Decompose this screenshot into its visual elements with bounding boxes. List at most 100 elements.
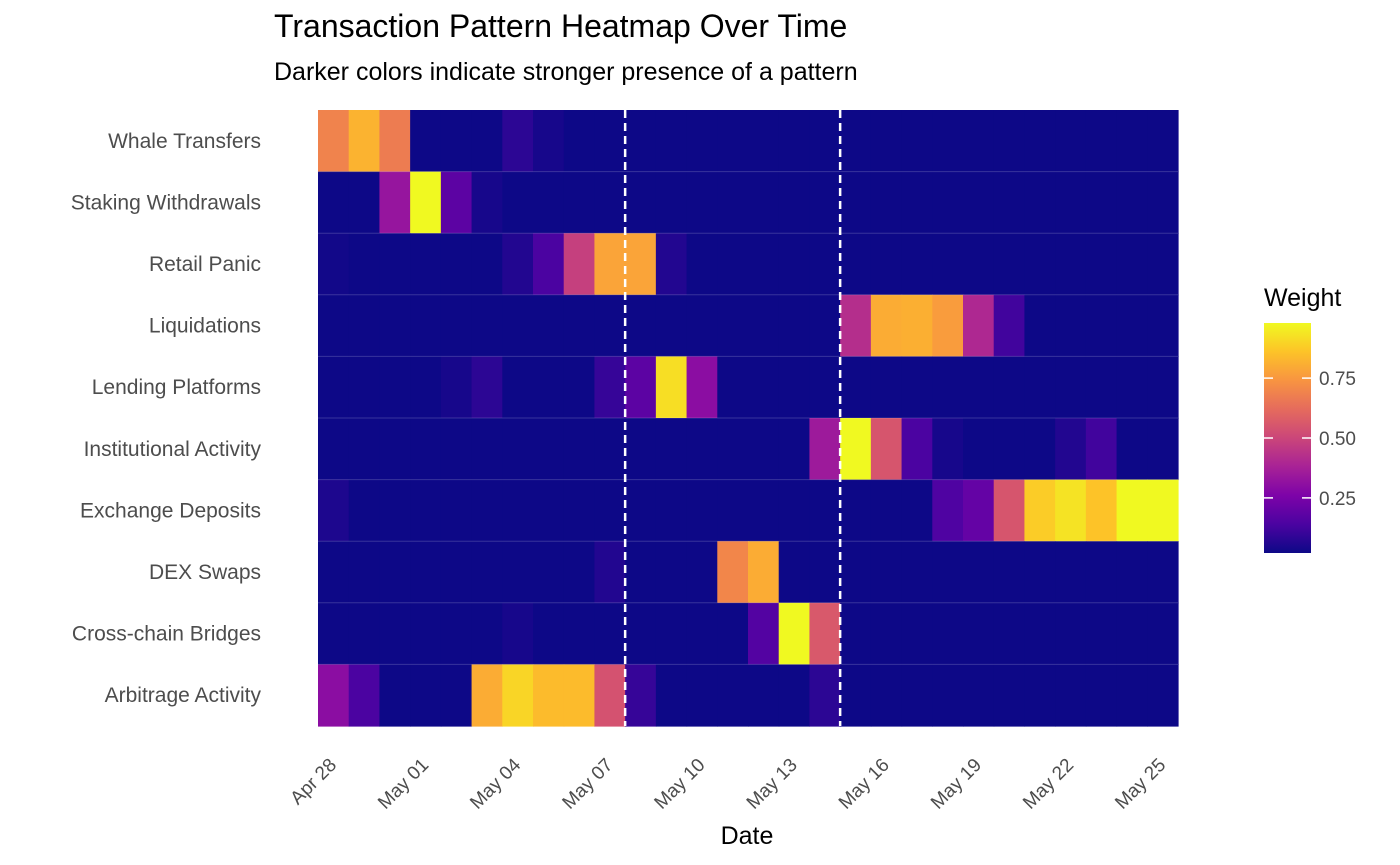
heatmap-cell xyxy=(809,541,841,604)
heatmap-cell xyxy=(533,171,565,234)
heatmap-cell xyxy=(1055,110,1087,173)
heatmap-cell xyxy=(655,110,688,173)
heatmap-cell xyxy=(440,110,473,173)
heatmap-cell xyxy=(717,664,749,727)
heatmap-cell xyxy=(932,541,964,604)
heatmap-cell xyxy=(625,418,657,481)
heatmap-cell xyxy=(502,479,534,542)
heatmap-cell xyxy=(348,171,381,234)
heatmap-cell xyxy=(993,356,1026,419)
heatmap-cell xyxy=(440,233,473,296)
heatmap-cell xyxy=(1147,418,1179,481)
heatmap-cell xyxy=(748,479,780,542)
heatmap-cell xyxy=(1116,602,1148,665)
heatmap-cell xyxy=(655,294,688,357)
heatmap-cell xyxy=(379,541,411,604)
heatmap-cell xyxy=(1085,110,1118,173)
heatmap-cell xyxy=(901,110,933,173)
heatmap-cell xyxy=(348,541,381,604)
heatmap-cell xyxy=(563,541,596,604)
heatmap-cell xyxy=(594,418,626,481)
heatmap-cell xyxy=(594,233,626,296)
x-tick-label: May 07 xyxy=(559,755,618,814)
heatmap-cell xyxy=(625,110,657,173)
heatmap-cell xyxy=(502,602,534,665)
heatmap-cell xyxy=(563,602,596,665)
heatmap-cell xyxy=(901,418,933,481)
heatmap-cell xyxy=(1085,233,1118,296)
heatmap-cell xyxy=(471,356,503,419)
heatmap-cell xyxy=(809,294,841,357)
heatmap-cell xyxy=(901,294,933,357)
heatmap-cell xyxy=(809,602,841,665)
heatmap-cell xyxy=(379,664,411,727)
heatmap-cell xyxy=(318,418,350,481)
heatmap-cell xyxy=(686,602,718,665)
heatmap-cell xyxy=(748,356,780,419)
heatmap-cell xyxy=(533,294,565,357)
heatmap-cell xyxy=(870,418,903,481)
heatmap-cell xyxy=(471,171,503,234)
heatmap-cell xyxy=(625,356,657,419)
heatmap-cell xyxy=(1085,418,1118,481)
heatmap-cell xyxy=(778,356,811,419)
heatmap-cell xyxy=(717,356,749,419)
heatmap-cell xyxy=(1085,171,1118,234)
heatmap-cell xyxy=(870,171,903,234)
heatmap-cell xyxy=(410,479,442,542)
heatmap-cell xyxy=(625,541,657,604)
heatmap-cell xyxy=(993,233,1026,296)
heatmap-cell xyxy=(502,664,534,727)
heatmap-cell xyxy=(379,356,411,419)
heatmap-cell xyxy=(502,171,534,234)
heatmap-cell xyxy=(1116,294,1148,357)
heatmap-cell xyxy=(870,356,903,419)
heatmap-cell xyxy=(594,110,626,173)
heatmap-cell xyxy=(348,602,381,665)
heatmap-cell xyxy=(1116,233,1148,296)
heatmap-cell xyxy=(1085,294,1118,357)
heatmap-cell xyxy=(625,479,657,542)
heatmap-cell xyxy=(318,356,350,419)
heatmap-cell xyxy=(502,418,534,481)
heatmap-cell xyxy=(533,110,565,173)
heatmap-cell xyxy=(348,110,381,173)
heatmap-cell xyxy=(717,294,749,357)
heatmap-cell xyxy=(1024,110,1056,173)
heatmap-cell xyxy=(932,233,964,296)
heatmap-cell xyxy=(993,418,1026,481)
x-tick-label: May 01 xyxy=(374,755,433,814)
heatmap-cell xyxy=(1024,356,1056,419)
heatmap-cell xyxy=(563,418,596,481)
heatmap-cell xyxy=(993,664,1026,727)
y-tick-label: Liquidations xyxy=(149,315,261,338)
heatmap-cell xyxy=(1116,541,1148,604)
heatmap-cell xyxy=(410,664,442,727)
heatmap-cell xyxy=(1147,110,1179,173)
heatmap-cell xyxy=(348,664,381,727)
y-tick-label: Retail Panic xyxy=(149,253,261,276)
heatmap-cell xyxy=(533,602,565,665)
heatmap-cell xyxy=(1147,541,1179,604)
heatmap-cell xyxy=(533,664,565,727)
heatmap-cell xyxy=(318,110,350,173)
heatmap-cell xyxy=(440,541,473,604)
x-axis-title: Date xyxy=(721,822,774,850)
heatmap-cell xyxy=(932,171,964,234)
heatmap-cell xyxy=(1116,664,1148,727)
heatmap-cell xyxy=(471,418,503,481)
heatmap-cell xyxy=(1085,541,1118,604)
heatmap-cell xyxy=(410,233,442,296)
heatmap-cell xyxy=(533,233,565,296)
heatmap-cell xyxy=(870,479,903,542)
heatmap-cell xyxy=(379,602,411,665)
heatmap-cell xyxy=(655,356,688,419)
heatmap-cell xyxy=(963,356,995,419)
heatmap-cell xyxy=(533,541,565,604)
heatmap-cell xyxy=(932,664,964,727)
heatmap-cell xyxy=(625,664,657,727)
heatmap-cell xyxy=(533,418,565,481)
heatmap-cell xyxy=(348,356,381,419)
heatmap-cell xyxy=(410,418,442,481)
heatmap-cell xyxy=(993,171,1026,234)
